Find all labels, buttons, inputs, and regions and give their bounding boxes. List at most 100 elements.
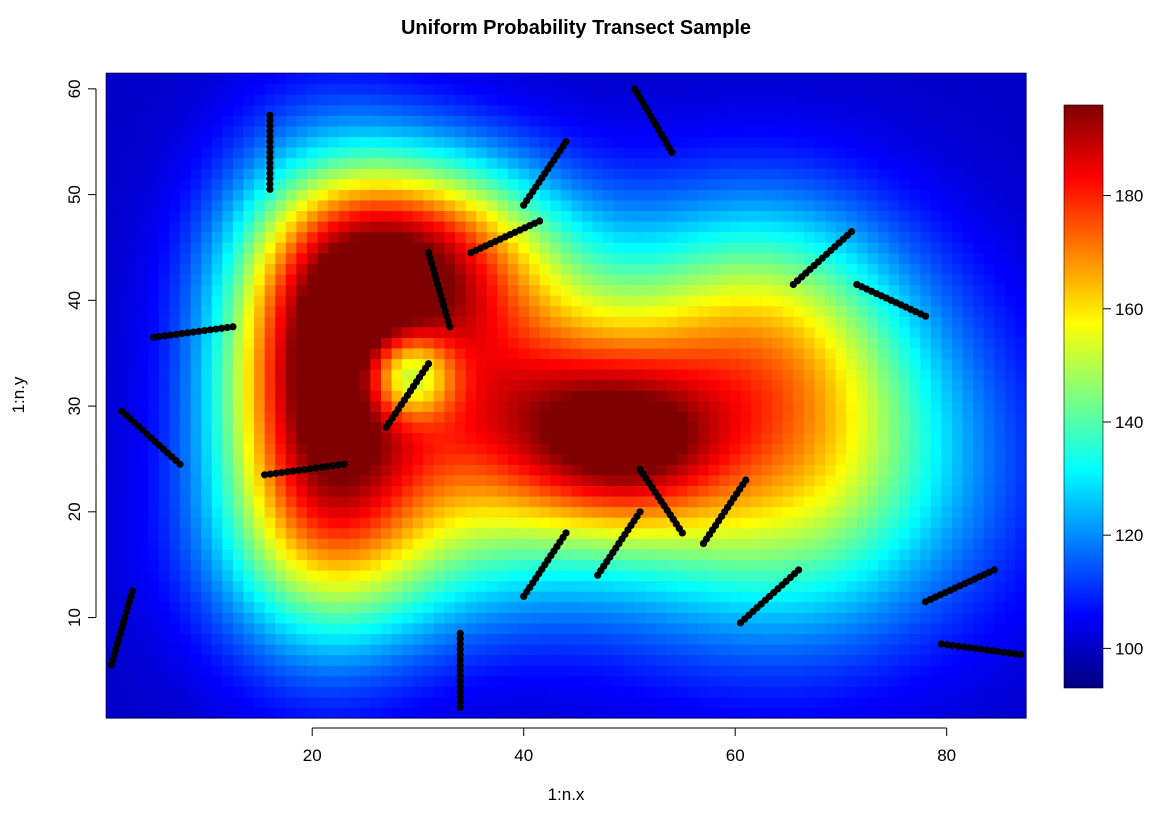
heatmap-cell	[719, 178, 731, 190]
heatmap-cell	[486, 506, 498, 518]
heatmap-cell	[920, 358, 932, 370]
heatmap-cell	[803, 316, 816, 328]
heatmap-cell	[518, 622, 530, 635]
heatmap-cell	[338, 601, 350, 613]
heatmap-cell	[264, 485, 276, 497]
heatmap-cell	[465, 295, 477, 307]
heatmap-cell	[687, 390, 699, 402]
heatmap-cell	[507, 633, 520, 645]
heatmap-cell	[825, 559, 837, 571]
heatmap-cell	[402, 538, 414, 550]
heatmap-cell	[137, 273, 149, 286]
heatmap-cell	[275, 622, 287, 635]
heatmap-cell	[201, 569, 213, 582]
heatmap-cell	[994, 337, 1006, 349]
heatmap-cell	[941, 517, 953, 529]
heatmap-cell	[560, 411, 572, 423]
heatmap-cell	[782, 591, 794, 603]
heatmap-cell	[380, 221, 393, 233]
heatmap-cell	[528, 347, 541, 360]
heatmap-cell	[116, 136, 128, 148]
heatmap-cell	[190, 115, 202, 127]
heatmap-cell	[603, 527, 615, 539]
heatmap-cell	[793, 453, 805, 465]
heatmap-cell	[581, 538, 594, 550]
heatmap-cell	[296, 337, 308, 349]
heatmap-cell	[941, 168, 953, 180]
heatmap-cell	[158, 506, 171, 518]
heatmap-cell	[835, 464, 847, 476]
heatmap-cell	[454, 379, 467, 391]
heatmap-cell	[856, 273, 868, 286]
heatmap-cell	[518, 284, 530, 296]
heatmap-cell	[338, 548, 350, 560]
heatmap-cell	[634, 527, 646, 539]
heatmap-cell	[740, 379, 752, 391]
heatmap-cell	[624, 231, 636, 243]
heatmap-cell	[211, 474, 223, 486]
heatmap-cell	[338, 527, 350, 539]
heatmap-cell	[306, 178, 319, 190]
heatmap-cell	[962, 495, 974, 508]
heatmap-cell	[1004, 199, 1017, 212]
heatmap-cell	[338, 633, 350, 645]
heatmap-cell	[391, 104, 403, 116]
heatmap-cell	[994, 591, 1006, 603]
heatmap-cell	[803, 548, 816, 560]
heatmap-cell	[687, 295, 699, 307]
heatmap-cell	[222, 273, 234, 286]
heatmap-cell	[592, 347, 604, 360]
heatmap-cell	[222, 654, 234, 666]
heatmap-cell	[592, 358, 604, 370]
heatmap-cell	[793, 379, 805, 391]
heatmap-cell	[497, 527, 509, 539]
heatmap-cell	[560, 178, 572, 190]
heatmap-cell	[729, 517, 742, 529]
heatmap-cell	[930, 295, 942, 307]
heatmap-cell	[835, 517, 847, 529]
heatmap-cell	[370, 369, 382, 381]
heatmap-cell	[391, 390, 403, 402]
heatmap-cell	[222, 347, 234, 360]
heatmap-cell	[412, 400, 424, 412]
heatmap-cell	[1004, 495, 1017, 508]
heatmap-cell	[772, 358, 784, 370]
heatmap-cell	[655, 548, 668, 560]
heatmap-cell	[211, 231, 223, 243]
heatmap-cell	[412, 252, 424, 264]
heatmap-cell	[846, 189, 858, 201]
heatmap-cell	[232, 326, 245, 338]
heatmap-cell	[835, 199, 847, 212]
heatmap-cell	[793, 263, 805, 275]
heatmap-cell	[624, 284, 636, 296]
heatmap-cell	[624, 548, 636, 560]
heatmap-cell	[232, 665, 245, 677]
heatmap-cell	[317, 199, 329, 212]
heatmap-cell	[973, 369, 985, 381]
heatmap-cell	[306, 485, 319, 497]
heatmap-cell	[719, 115, 731, 127]
heatmap-cell	[571, 199, 583, 212]
heatmap-cell	[951, 411, 964, 423]
heatmap-cell	[930, 675, 942, 687]
heatmap-cell	[169, 273, 181, 286]
heatmap-cell	[941, 643, 953, 656]
heatmap-cell	[158, 612, 171, 624]
heatmap-cell	[560, 369, 572, 381]
heatmap-cell	[962, 221, 974, 233]
heatmap-cell	[782, 527, 794, 539]
heatmap-cell	[116, 559, 128, 571]
heatmap-cell	[465, 337, 477, 349]
heatmap-cell	[751, 686, 763, 698]
heatmap-cell	[169, 263, 181, 275]
heatmap-cell	[317, 622, 329, 635]
heatmap-cell	[603, 316, 615, 328]
heatmap-cell	[751, 421, 763, 434]
heatmap-cell	[264, 580, 276, 592]
heatmap-cell	[285, 252, 297, 264]
heatmap-cell	[222, 686, 234, 698]
heatmap-cell	[454, 210, 467, 222]
heatmap-cell	[402, 210, 414, 222]
heatmap-cell	[433, 326, 445, 338]
heatmap-cell	[137, 358, 149, 370]
